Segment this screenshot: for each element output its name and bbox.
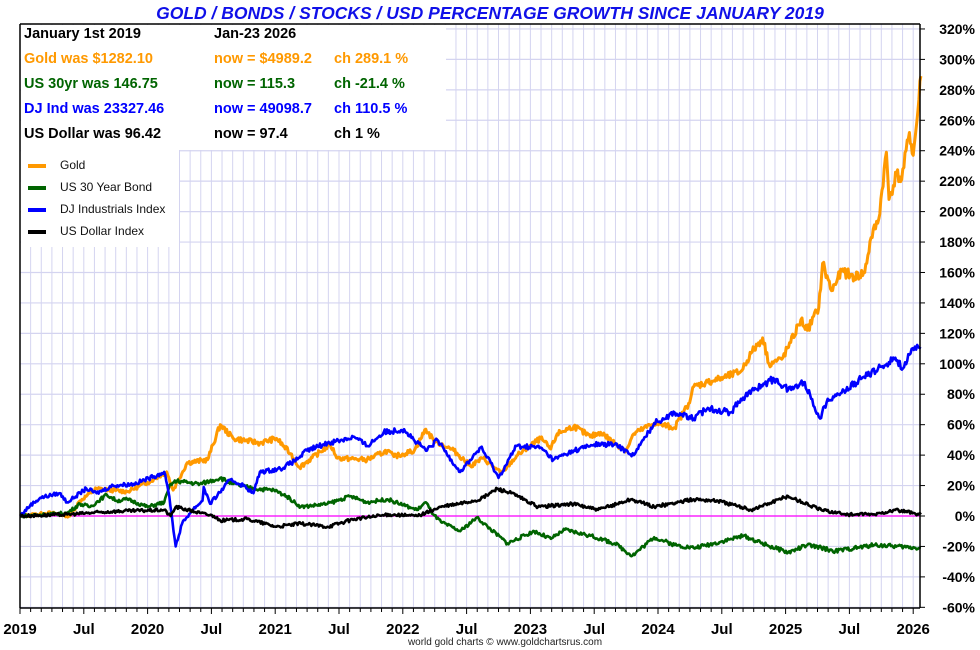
axes: 2019 Jul 2020 Jul 2021 Jul 2022 Jul 2023 Jul 2024 J… — [3, 21, 975, 638]
x-tick-label: 2020 — [131, 621, 164, 638]
legend-label: US Dollar Index — [60, 224, 145, 238]
x-tick-label: 2023 — [514, 621, 547, 638]
info-ch: ch 110.5 % — [334, 101, 408, 117]
y-tick-label: 80% — [947, 386, 976, 402]
chart-title: GOLD / BONDS / STOCKS / USD PERCENTAGE G… — [156, 3, 824, 23]
info-ch: ch 1 % — [334, 126, 380, 142]
x-tick-label: 2021 — [259, 621, 292, 638]
legend-swatch — [28, 164, 46, 168]
x-tick-label: 2022 — [386, 621, 419, 638]
legend-label: DJ Industrials Index — [60, 202, 166, 216]
legend-swatch — [28, 208, 46, 212]
info-now: now = 49098.7 — [214, 101, 312, 117]
x-tick-label: 2019 — [3, 621, 36, 638]
info-was: US Dollar was 96.42 — [24, 126, 162, 142]
y-tick-label: 180% — [939, 234, 975, 250]
y-tick-label: 120% — [939, 325, 975, 341]
legend-label: Gold — [60, 158, 86, 172]
x-tick-label: Jul — [711, 621, 733, 638]
info-was: US 30yr was 146.75 — [24, 76, 158, 92]
legend-swatch — [28, 230, 46, 234]
x-tick-label: Jul — [73, 621, 95, 638]
y-tick-label: 320% — [939, 21, 975, 37]
info-was: DJ Ind was 23327.46 — [24, 101, 165, 117]
series-line-gold — [19, 75, 923, 519]
info-was: Gold was $1282.10 — [24, 51, 153, 67]
info-now: now = $4989.2 — [214, 51, 312, 67]
y-tick-label: 20% — [947, 478, 976, 494]
y-tick-label: 60% — [947, 417, 976, 433]
info-ch: ch 289.1 % — [334, 51, 409, 67]
y-tick-label: -40% — [942, 569, 975, 585]
x-tick-label: Jul — [328, 621, 350, 638]
info-ch: ch -21.4 % — [334, 76, 405, 92]
y-tick-label: 200% — [939, 204, 975, 220]
series-line-dj-industrials-index — [19, 343, 922, 548]
y-tick-label: -20% — [942, 538, 975, 554]
y-tick-label: 100% — [939, 356, 975, 372]
legend-label: US 30 Year Bond — [60, 180, 153, 194]
series-line-us-dollar-index — [19, 486, 922, 530]
x-tick-label: Jul — [583, 621, 605, 638]
y-tick-label: 140% — [939, 295, 975, 311]
x-tick-label: Jul — [456, 621, 478, 638]
y-tick-label: 40% — [947, 447, 976, 463]
legend-swatch — [28, 186, 46, 190]
x-tick-label: 2026 — [897, 621, 930, 638]
series-lines — [19, 75, 923, 558]
y-tick-label: -60% — [942, 599, 975, 615]
y-tick-label: 0% — [955, 508, 976, 524]
current-date-label: Jan-23 2026 — [214, 26, 297, 42]
start-date-label: January 1st 2019 — [24, 26, 141, 42]
x-tick-label: Jul — [201, 621, 223, 638]
x-tick-label: 2025 — [769, 621, 802, 638]
y-tick-label: 220% — [939, 173, 975, 189]
y-tick-label: 300% — [939, 51, 975, 67]
y-tick-label: 160% — [939, 264, 975, 280]
y-tick-label: 240% — [939, 143, 975, 159]
info-now: now = 97.4 — [214, 126, 288, 142]
credit-text: world gold charts © www.goldchartsrus.co… — [407, 637, 603, 648]
x-tick-label: Jul — [839, 621, 861, 638]
legend-background — [21, 25, 179, 247]
x-tick-label: 2024 — [641, 621, 675, 638]
y-tick-label: 280% — [939, 82, 975, 98]
text-background — [21, 25, 446, 247]
y-tick-label: 260% — [939, 112, 975, 128]
info-now: now = 115.3 — [214, 76, 296, 92]
